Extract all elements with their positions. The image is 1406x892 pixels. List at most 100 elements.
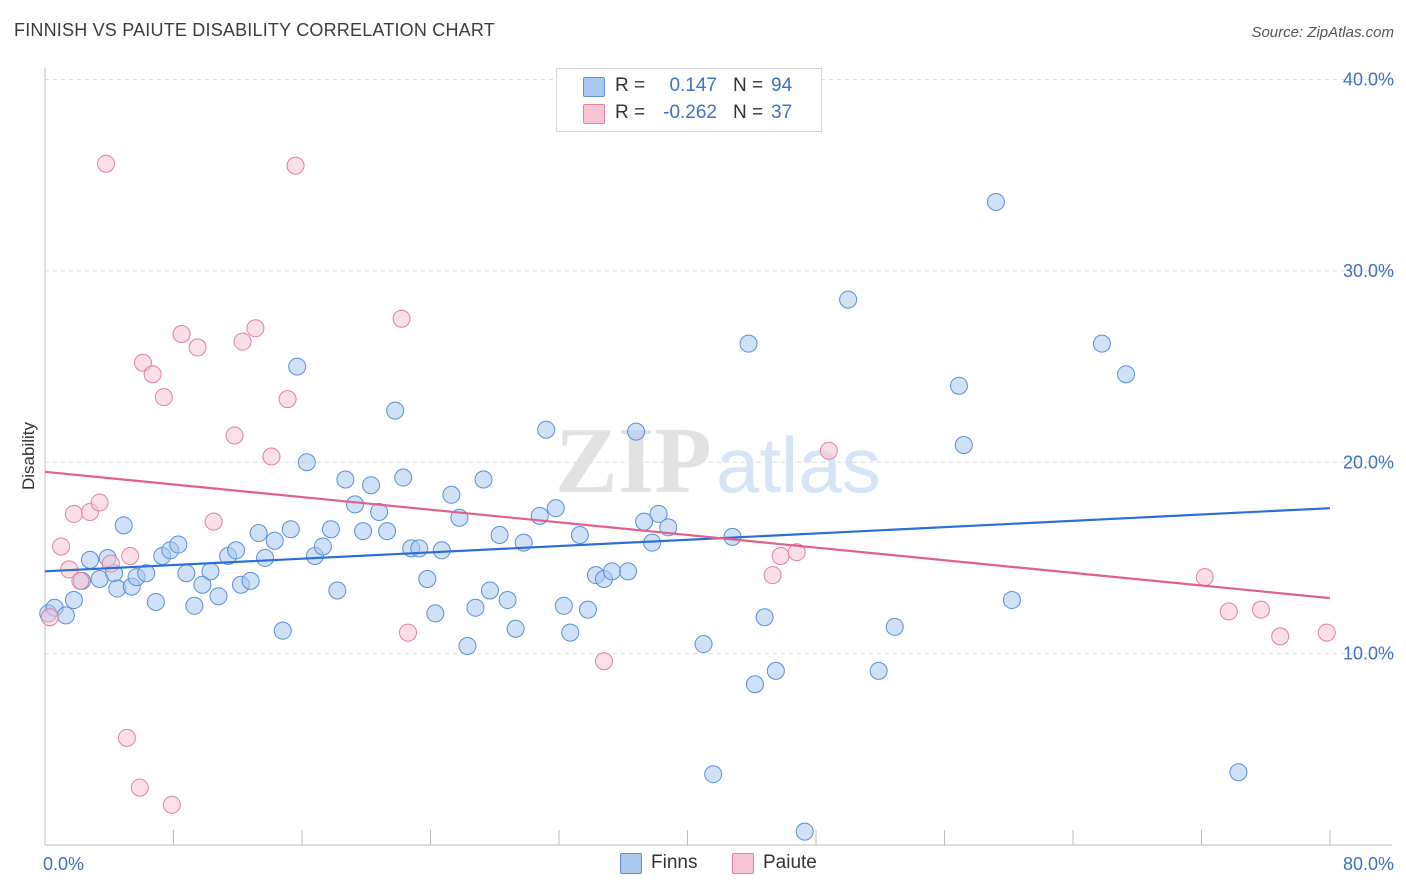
data-point-paiute xyxy=(97,154,116,173)
data-point-finns xyxy=(490,525,509,544)
data-point-paiute xyxy=(763,566,782,585)
data-point-paiute xyxy=(1195,568,1214,587)
data-point-finns xyxy=(370,503,389,522)
axes xyxy=(44,68,1392,846)
data-point-finns xyxy=(64,591,83,610)
data-point-finns xyxy=(795,822,814,841)
paiute-swatch xyxy=(583,104,605,124)
finns-legend-swatch xyxy=(620,853,642,874)
data-point-paiute xyxy=(133,353,152,372)
data-point-finns xyxy=(146,592,165,611)
data-point-finns xyxy=(169,535,188,554)
paiute-legend-label: Paiute xyxy=(763,852,817,873)
data-point-paiute xyxy=(130,778,149,797)
data-point-finns xyxy=(313,537,332,556)
data-point-finns xyxy=(480,581,499,600)
data-point-paiute xyxy=(172,325,191,344)
data-point-finns xyxy=(949,376,968,395)
data-point-finns xyxy=(114,516,133,535)
data-point-finns xyxy=(328,581,347,600)
data-point-finns xyxy=(498,591,517,610)
data-point-finns xyxy=(80,550,99,569)
data-point-finns xyxy=(869,661,888,680)
data-point-finns xyxy=(474,470,493,489)
data-point-finns xyxy=(1092,334,1111,353)
data-point-finns xyxy=(766,661,785,680)
data-point-finns xyxy=(193,575,212,594)
data-point-finns xyxy=(432,541,451,560)
data-point-paiute xyxy=(278,390,297,409)
data-point-paiute xyxy=(162,795,181,814)
data-point-finns xyxy=(466,598,485,617)
data-point-finns xyxy=(839,290,858,309)
data-point-finns xyxy=(506,619,525,638)
data-point-finns xyxy=(209,587,228,606)
data-point-finns xyxy=(354,522,373,541)
data-point-finns xyxy=(954,436,973,455)
trend-line-finns xyxy=(44,507,1331,573)
data-point-paiute xyxy=(246,319,265,338)
data-point-paiute xyxy=(40,608,59,627)
data-point-finns xyxy=(458,636,477,655)
data-point-finns xyxy=(426,604,445,623)
data-point-paiute xyxy=(143,365,162,384)
data-point-paiute xyxy=(225,426,244,445)
data-point-paiute xyxy=(286,156,305,175)
data-point-finns xyxy=(627,422,646,441)
data-point-finns xyxy=(201,562,220,581)
legend-row-finns: R = 0.147 N = 94 xyxy=(557,73,821,100)
data-point-finns xyxy=(256,548,275,567)
data-point-finns xyxy=(537,420,556,439)
data-point-paiute xyxy=(1251,600,1270,619)
data-point-paiute xyxy=(399,623,418,642)
paiute-legend-swatch xyxy=(732,853,754,874)
data-point-paiute xyxy=(188,338,207,357)
n-value: 94 xyxy=(771,75,793,96)
data-point-paiute xyxy=(154,388,173,407)
data-point-finns xyxy=(185,596,204,615)
data-point-finns xyxy=(177,564,196,583)
source-label: Source: ZipAtlas.com xyxy=(1251,24,1394,41)
data-points xyxy=(39,154,1336,841)
data-point-finns xyxy=(273,621,292,640)
data-point-paiute xyxy=(71,571,90,590)
data-point-finns xyxy=(241,571,260,590)
data-point-paiute xyxy=(771,547,790,566)
data-point-finns xyxy=(265,531,284,550)
y-axis-label: Disability xyxy=(19,421,38,490)
data-point-finns xyxy=(362,476,381,495)
n-value: 37 xyxy=(771,102,793,123)
data-point-finns xyxy=(649,504,668,523)
data-point-finns xyxy=(755,608,774,627)
r-label: R = xyxy=(615,75,646,96)
y-tick-label: 30.0% xyxy=(1343,261,1394,281)
x-tick-label: 0.0% xyxy=(43,854,84,874)
data-point-paiute xyxy=(392,309,411,328)
r-value: -0.262 xyxy=(663,102,717,123)
data-point-paiute xyxy=(233,332,252,351)
y-tick-label: 40.0% xyxy=(1343,70,1394,90)
data-point-finns xyxy=(346,495,365,514)
data-point-finns xyxy=(418,569,437,588)
data-point-finns xyxy=(137,564,156,583)
data-point-paiute xyxy=(121,547,140,566)
data-point-paiute xyxy=(64,504,83,523)
gridlines xyxy=(45,79,1392,655)
data-point-finns xyxy=(56,606,75,625)
legend-row-paiute: R = -0.262 N = 37 xyxy=(557,100,821,127)
data-point-paiute xyxy=(787,543,806,562)
data-point-paiute xyxy=(1219,602,1238,621)
y-tick-label: 10.0% xyxy=(1343,644,1394,664)
x-tick-label: 80.0% xyxy=(1343,854,1394,874)
r-label: R = xyxy=(615,102,646,123)
watermark: ZIP atlas xyxy=(555,409,881,513)
data-point-paiute xyxy=(1317,623,1336,642)
data-point-finns xyxy=(739,334,758,353)
data-point-finns xyxy=(570,525,589,544)
data-point-finns xyxy=(694,635,713,654)
n-label: N = xyxy=(733,102,764,123)
data-point-paiute xyxy=(262,447,281,466)
data-point-finns xyxy=(603,562,622,581)
data-point-finns xyxy=(546,499,565,518)
